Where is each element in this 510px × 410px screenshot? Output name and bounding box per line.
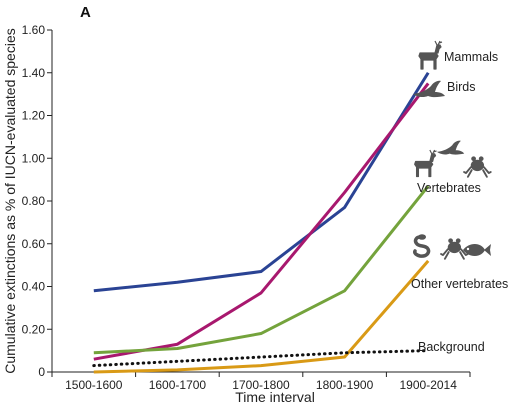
panel-label: A [80, 4, 91, 21]
bird-icon [437, 140, 465, 155]
frog-icon [440, 238, 469, 260]
series-icons [413, 40, 492, 260]
x-tick-label: 1600-1700 [149, 378, 207, 392]
y-tick-label: 0.40 [22, 280, 46, 294]
y-tick-label: 1.60 [22, 23, 46, 37]
series-label-vertebrates: Vertebrates [417, 181, 481, 195]
series-line-other-vertebrates [93, 259, 430, 374]
y-tick-label: 0.20 [22, 322, 46, 336]
x-tick-labels: 1500-1600 1600-1700 1700-1800 1800-1900 1900… [65, 378, 457, 392]
deer-icon [418, 40, 443, 70]
deer-icon [414, 149, 437, 178]
snake-icon [413, 234, 431, 258]
x-tick-label: 1700-1800 [232, 378, 290, 392]
fish-icon [463, 244, 491, 256]
y-tick-labels: 0 0.20 0.40 0.60 0.80 1.00 1.20 1.40 1.60 [22, 23, 46, 379]
series-label-mammals: Mammals [444, 50, 498, 64]
y-tick-label: 1.40 [22, 66, 46, 80]
y-tick-label: 1.20 [22, 109, 46, 123]
x-tick-label: 1800-1900 [316, 378, 374, 392]
series-label-other-vertebrates: Other vertebrates [411, 277, 508, 291]
y-tick-label: 0 [38, 365, 45, 379]
x-tick-label: 1900-2014 [400, 378, 458, 392]
x-tick-label: 1500-1600 [65, 378, 123, 392]
x-axis-title: Time interval [235, 389, 315, 405]
series-labels: Mammals Birds Vertebrates Other vertebrates… [411, 50, 508, 354]
bird-icon [413, 80, 445, 98]
series-lines [92, 71, 430, 374]
y-tick-label: 0.80 [22, 194, 46, 208]
axes [47, 29, 471, 377]
y-tick-label: 1.00 [22, 151, 46, 165]
y-tick-label: 0.60 [22, 237, 46, 251]
series-line-vertebrates [93, 185, 430, 355]
y-axis-title: Cumulative extinctions as % of IUCN-eval… [2, 28, 18, 374]
series-label-birds: Birds [447, 80, 475, 94]
frog-icon [463, 156, 492, 178]
series-line-mammals [93, 71, 430, 293]
series-label-background: Background [418, 340, 485, 354]
series-line-background [92, 349, 430, 368]
